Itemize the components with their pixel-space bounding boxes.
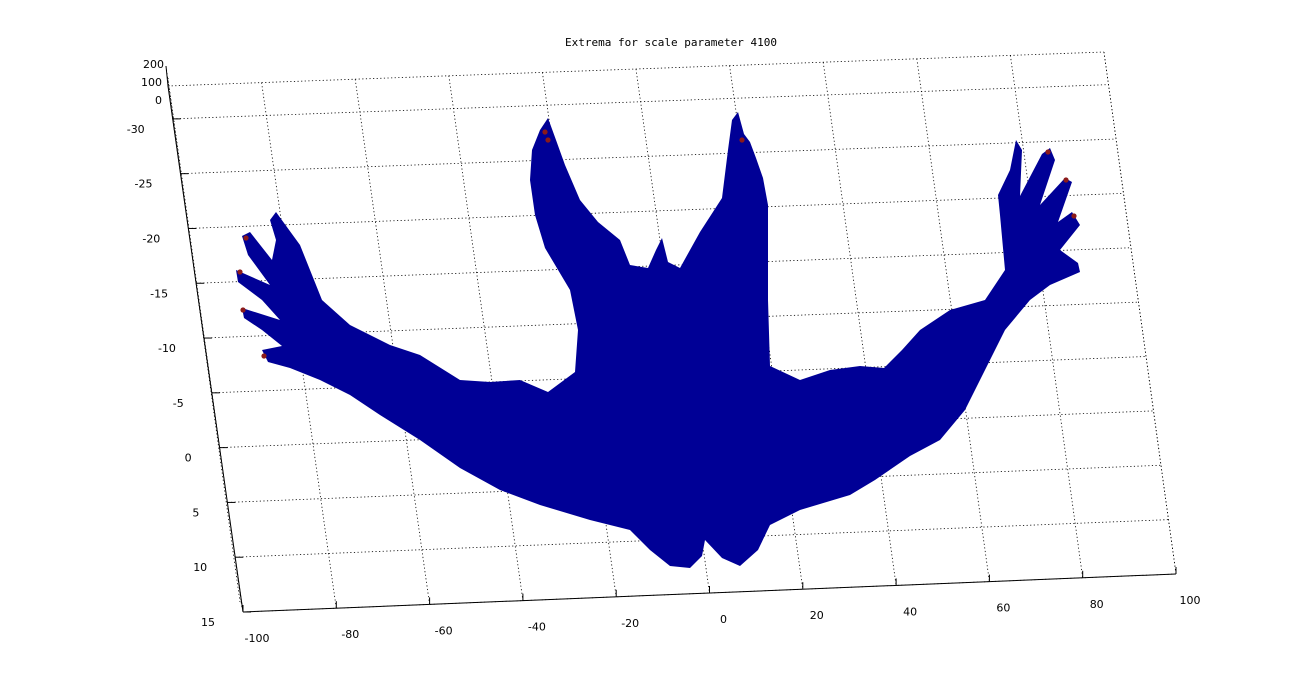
grid-line-y-2 bbox=[227, 464, 1162, 503]
grid-line-x-3 bbox=[448, 75, 524, 601]
x-tick-label-3: -40 bbox=[528, 621, 546, 634]
extremum-marker-5 bbox=[1071, 213, 1077, 219]
y-tick-label-0: 15 bbox=[201, 616, 215, 629]
x-tick-label-1: -80 bbox=[341, 628, 359, 641]
y-tick-label-8: -25 bbox=[135, 178, 153, 191]
x-tick-label-0: -100 bbox=[245, 632, 270, 645]
z-axis-line bbox=[165, 65, 169, 87]
grid-line-x-7 bbox=[822, 62, 897, 586]
y-axis-line bbox=[167, 85, 244, 613]
extrema-markers bbox=[237, 129, 1077, 359]
axes: -100 -80 -60 -40 -20 0 20 40 60 80 100 15 10 5 0 -5 -10 -… bbox=[127, 58, 1201, 645]
x-tick-label-5: 0 bbox=[720, 613, 727, 626]
grid-line-y-1 bbox=[235, 519, 1169, 558]
y-tick-label-7: -20 bbox=[142, 232, 160, 245]
x-tick-label-4: -20 bbox=[621, 617, 639, 630]
x-tick-label-10: 100 bbox=[1180, 594, 1201, 607]
z-tick-label-2: 200 bbox=[143, 58, 164, 71]
extremum-marker-6 bbox=[243, 235, 249, 241]
extremum-marker-3 bbox=[1045, 149, 1051, 155]
grid-line-x-9 bbox=[1010, 55, 1084, 578]
y-tick-label-9: -30 bbox=[127, 123, 145, 136]
y-tick-label-2: 5 bbox=[192, 506, 199, 519]
extremum-marker-2 bbox=[739, 137, 745, 143]
grid-line-y-8 bbox=[180, 138, 1117, 175]
grid-line-y-3 bbox=[219, 410, 1154, 449]
y-tick-label-5: -10 bbox=[158, 342, 176, 355]
y-tick-label-4: -5 bbox=[173, 397, 184, 410]
extremum-marker-4 bbox=[1063, 177, 1069, 183]
grid-right-edge bbox=[1103, 51, 1177, 575]
extremum-marker-8 bbox=[240, 307, 246, 313]
x-tick-label-8: 60 bbox=[996, 602, 1010, 615]
extremum-marker-7 bbox=[237, 269, 243, 275]
grid-line-y-9 bbox=[172, 84, 1109, 120]
y-tick-label-1: 10 bbox=[193, 561, 207, 574]
chart-title: Extrema for scale parameter 4100 bbox=[565, 36, 777, 49]
z-plane-line-2 bbox=[167, 77, 243, 609]
x-tick-label-2: -60 bbox=[435, 624, 453, 637]
extremum-marker-0 bbox=[542, 129, 548, 135]
surface-shape bbox=[236, 112, 1080, 568]
x-tick-label-6: 20 bbox=[810, 609, 824, 622]
y-tick-label-3: 0 bbox=[185, 452, 192, 465]
x-tick-label-9: 80 bbox=[1090, 598, 1104, 611]
grid-back-edge bbox=[167, 51, 1105, 87]
z-plane-line-1 bbox=[165, 65, 241, 603]
z-tick-label-0: 0 bbox=[155, 94, 162, 107]
extremum-marker-1 bbox=[545, 137, 551, 143]
y-tick-label-6: -15 bbox=[150, 287, 168, 300]
grid-line-y-6 bbox=[196, 247, 1132, 284]
grid-line-y-7 bbox=[188, 192, 1124, 229]
extremum-marker-9 bbox=[261, 353, 267, 359]
z-tick-label-1: 100 bbox=[141, 76, 162, 89]
x-tick-label-7: 40 bbox=[903, 605, 917, 618]
